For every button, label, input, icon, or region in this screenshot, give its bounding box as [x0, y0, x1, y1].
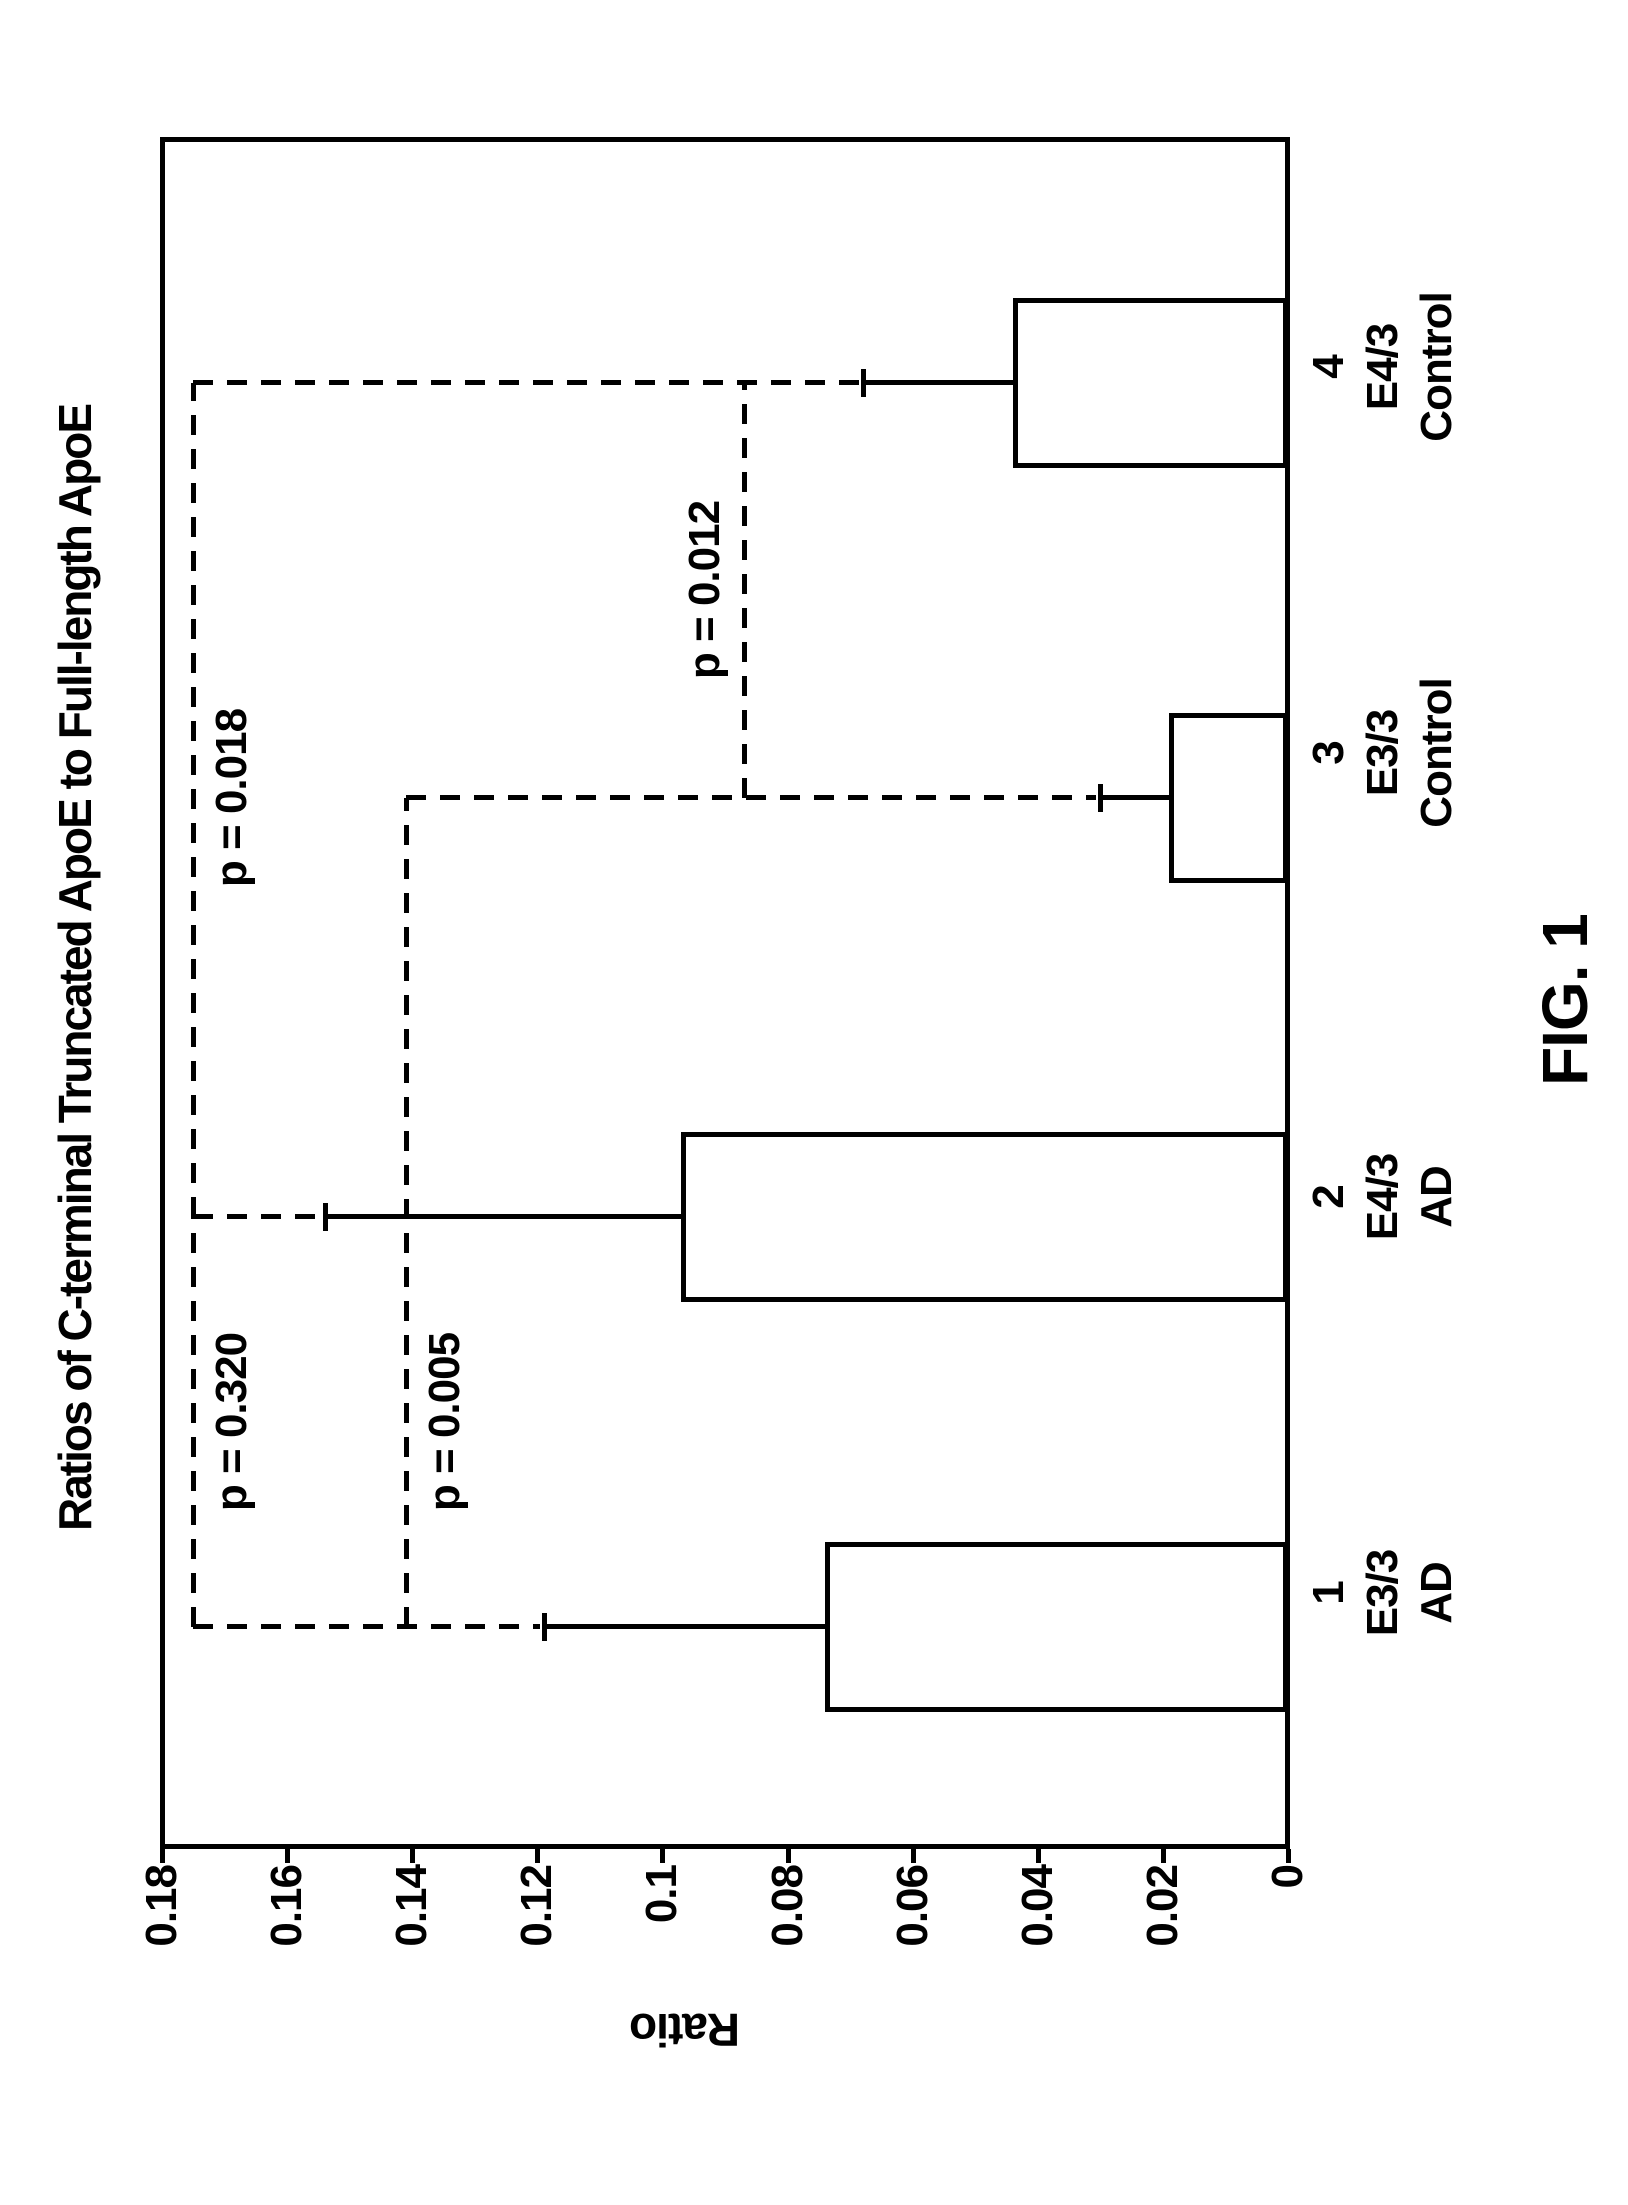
y-axis-tick-mark: [410, 1849, 415, 1863]
y-axis-tick-label: 0.06: [888, 1865, 937, 1947]
category-label-4-number: 4: [1304, 355, 1353, 379]
category-label-3-number: 3: [1304, 741, 1353, 765]
error-bar-cap-category-3: [1098, 784, 1103, 812]
bar-category-3: [1169, 713, 1288, 883]
category-label-4-genotype: E4/3: [1358, 323, 1407, 411]
error-bar-category-1: [544, 1624, 829, 1629]
p-value-label-4: p = 0.012: [680, 496, 730, 684]
category-label-2-number: 2: [1304, 1185, 1353, 1209]
bracket-drop-category-1: [193, 1624, 540, 1629]
y-axis-tick-mark: [786, 1849, 791, 1863]
category-label-2-genotype: E4/3: [1358, 1153, 1407, 1241]
bar-category-2: [681, 1132, 1288, 1302]
y-axis-tick-mark: [1036, 1849, 1041, 1863]
error-bar-category-2: [325, 1214, 685, 1219]
y-axis-tick-label: 0.04: [1013, 1865, 1062, 1947]
y-axis-tick-label: 0.12: [512, 1865, 561, 1947]
y-axis-tick-label: 0.02: [1138, 1865, 1187, 1947]
bracket-drop-category-4: [193, 380, 859, 385]
category-label-1-group: AD: [1412, 1562, 1461, 1624]
bracket-line-4: [742, 383, 747, 798]
bracket-drop-category-3: [406, 795, 1096, 800]
p-value-label-3: p = 0.018: [207, 704, 257, 892]
y-axis-tick-mark: [285, 1849, 290, 1863]
error-bar-cap-category-4: [861, 369, 866, 397]
bracket-line-1: [191, 1217, 196, 1627]
p-value-label-2: p = 0.005: [420, 1328, 470, 1516]
y-axis-tick-label: 0.14: [387, 1865, 436, 1947]
bar-category-4: [1013, 298, 1288, 468]
category-label-3-genotype: E3/3: [1358, 709, 1407, 797]
bracket-line-2: [404, 798, 409, 1627]
y-axis-tick-mark: [660, 1849, 665, 1863]
y-axis-tick-label: 0: [1263, 1865, 1312, 1889]
bar-category-1: [825, 1542, 1288, 1712]
category-label-1-genotype: E3/3: [1358, 1549, 1407, 1637]
y-axis-tick-label: 0.16: [262, 1865, 311, 1947]
error-bar-cap-category-1: [542, 1613, 547, 1641]
error-bar-cap-category-2: [323, 1203, 328, 1231]
bracket-drop-category-2: [193, 1214, 321, 1219]
y-axis-tick-mark: [1286, 1849, 1291, 1863]
y-axis-tick-mark: [911, 1849, 916, 1863]
category-label-1: 1 E3/3 AD: [1302, 1550, 1464, 1637]
bracket-line-3: [191, 383, 196, 1217]
y-axis-tick-label: 0.18: [137, 1865, 186, 1947]
category-label-2: 2 E4/3 AD: [1302, 1154, 1464, 1241]
figure-label: FIG. 1: [1529, 914, 1601, 1086]
y-axis-tick-mark: [160, 1849, 165, 1863]
y-axis-tick-mark: [1161, 1849, 1166, 1863]
category-label-3-group: Control: [1412, 678, 1461, 828]
category-label-4-group: Control: [1412, 292, 1461, 442]
y-axis-tick-label: 0.1: [637, 1865, 686, 1924]
y-axis-tick-mark: [535, 1849, 540, 1863]
y-axis-tick-label: 0.08: [763, 1865, 812, 1947]
category-label-2-group: AD: [1412, 1166, 1461, 1228]
chart-title: Ratios of C-terminal Truncated ApoE to F…: [49, 404, 101, 1532]
error-bar-category-4: [863, 380, 1017, 385]
category-label-4: 4 E4/3 Control: [1302, 292, 1464, 441]
p-value-label-1: p = 0.320: [207, 1328, 257, 1516]
category-label-3: 3 E3/3 Control: [1302, 678, 1464, 827]
error-bar-category-3: [1100, 795, 1173, 800]
category-label-1-number: 1: [1304, 1581, 1353, 1605]
